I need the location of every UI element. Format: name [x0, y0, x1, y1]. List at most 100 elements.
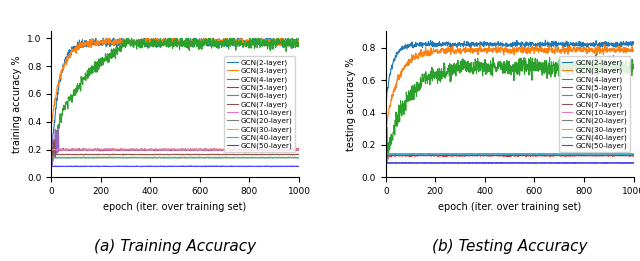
- GCN(4-layer): [630, 65, 637, 68]
- Text: (b) Testing Accuracy: (b) Testing Accuracy: [432, 239, 588, 254]
- GCN(40-layer): [576, 152, 584, 156]
- GCN(10-layer): [241, 148, 249, 151]
- GCN(50-layer): [488, 162, 496, 165]
- GCN(6-layer): [157, 148, 165, 151]
- GCN(20-layer): [488, 161, 495, 164]
- GCN(30-layer): [47, 156, 55, 159]
- GCN(6-layer): [47, 155, 55, 158]
- GCN(4-layer): [552, 65, 560, 68]
- GCN(2-layer): [408, 44, 415, 47]
- GCN(5-layer): [553, 154, 561, 157]
- GCN(30-layer): [218, 156, 225, 159]
- GCN(6-layer): [492, 152, 499, 155]
- Text: (a) Training Accuracy: (a) Training Accuracy: [94, 239, 256, 254]
- GCN(40-layer): [47, 156, 55, 159]
- GCN(40-layer): [77, 156, 85, 159]
- GCN(50-layer): [157, 165, 165, 168]
- GCN(2-layer): [241, 40, 248, 44]
- GCN(2-layer): [92, 37, 100, 40]
- GCN(2-layer): [148, 40, 156, 43]
- GCN(7-layer): [148, 153, 156, 156]
- GCN(10-layer): [419, 162, 427, 165]
- GCN(50-layer): [483, 161, 490, 164]
- GCN(5-layer): [241, 148, 249, 151]
- GCN(3-layer): [106, 37, 113, 40]
- GCN(3-layer): [580, 50, 588, 53]
- GCN(7-layer): [474, 161, 482, 164]
- GCN(6-layer): [630, 153, 637, 156]
- X-axis label: epoch (iter. over training set): epoch (iter. over training set): [438, 202, 581, 212]
- GCN(7-layer): [48, 157, 56, 160]
- GCN(7-layer): [552, 161, 560, 164]
- Line: GCN(4-layer): GCN(4-layer): [51, 38, 299, 157]
- GCN(7-layer): [295, 153, 303, 156]
- Line: GCN(30-layer): GCN(30-layer): [386, 162, 634, 163]
- GCN(3-layer): [157, 38, 164, 41]
- GCN(40-layer): [492, 152, 499, 156]
- GCN(30-layer): [295, 156, 303, 159]
- GCN(20-layer): [492, 161, 499, 164]
- Y-axis label: training accuracy %: training accuracy %: [12, 56, 22, 153]
- GCN(10-layer): [492, 161, 499, 164]
- Line: GCN(50-layer): GCN(50-layer): [51, 166, 299, 167]
- GCN(40-layer): [470, 153, 478, 156]
- Line: GCN(5-layer): GCN(5-layer): [386, 127, 634, 157]
- GCN(4-layer): [408, 95, 415, 98]
- GCN(3-layer): [218, 40, 225, 43]
- GCN(5-layer): [576, 154, 584, 157]
- Line: GCN(30-layer): GCN(30-layer): [51, 157, 299, 158]
- GCN(5-layer): [630, 154, 637, 157]
- GCN(4-layer): [382, 156, 390, 159]
- GCN(30-layer): [424, 162, 431, 165]
- GCN(2-layer): [47, 157, 55, 160]
- GCN(20-layer): [93, 156, 100, 159]
- GCN(50-layer): [580, 161, 588, 164]
- Line: GCN(7-layer): GCN(7-layer): [386, 162, 634, 163]
- GCN(30-layer): [148, 156, 156, 159]
- Line: GCN(20-layer): GCN(20-layer): [386, 162, 634, 163]
- GCN(10-layer): [575, 161, 583, 164]
- GCN(40-layer): [630, 152, 637, 155]
- GCN(7-layer): [492, 161, 499, 164]
- GCN(2-layer): [483, 42, 490, 45]
- GCN(20-layer): [73, 156, 81, 159]
- GCN(50-layer): [246, 165, 253, 168]
- GCN(30-layer): [222, 157, 230, 160]
- GCN(4-layer): [580, 66, 588, 69]
- Y-axis label: testing accuracy %: testing accuracy %: [346, 58, 356, 151]
- GCN(4-layer): [148, 38, 156, 41]
- GCN(10-layer): [157, 148, 164, 151]
- GCN(3-layer): [241, 43, 248, 46]
- GCN(3-layer): [408, 61, 415, 64]
- GCN(2-layer): [382, 100, 390, 103]
- GCN(7-layer): [218, 153, 226, 156]
- GCN(7-layer): [241, 153, 249, 156]
- GCN(3-layer): [295, 41, 303, 45]
- GCN(3-layer): [575, 45, 583, 49]
- GCN(6-layer): [591, 152, 599, 155]
- Line: GCN(3-layer): GCN(3-layer): [51, 38, 299, 124]
- GCN(50-layer): [493, 161, 500, 164]
- GCN(5-layer): [157, 148, 165, 151]
- GCN(20-layer): [580, 161, 588, 164]
- GCN(2-layer): [575, 43, 583, 46]
- GCN(40-layer): [218, 156, 226, 159]
- GCN(5-layer): [218, 149, 226, 152]
- GCN(3-layer): [148, 41, 156, 45]
- Line: GCN(4-layer): GCN(4-layer): [386, 54, 634, 162]
- GCN(10-layer): [577, 161, 585, 164]
- GCN(20-layer): [483, 161, 490, 164]
- X-axis label: epoch (iter. over training set): epoch (iter. over training set): [104, 202, 247, 212]
- GCN(20-layer): [241, 156, 249, 159]
- GCN(50-layer): [553, 161, 561, 164]
- GCN(5-layer): [148, 148, 156, 151]
- GCN(2-layer): [492, 41, 499, 44]
- GCN(20-layer): [47, 156, 55, 159]
- GCN(30-layer): [553, 161, 561, 164]
- GCN(4-layer): [575, 69, 583, 73]
- GCN(30-layer): [408, 161, 415, 164]
- GCN(40-layer): [483, 152, 490, 155]
- Line: GCN(20-layer): GCN(20-layer): [51, 157, 299, 158]
- GCN(30-layer): [483, 161, 490, 164]
- GCN(2-layer): [157, 41, 164, 44]
